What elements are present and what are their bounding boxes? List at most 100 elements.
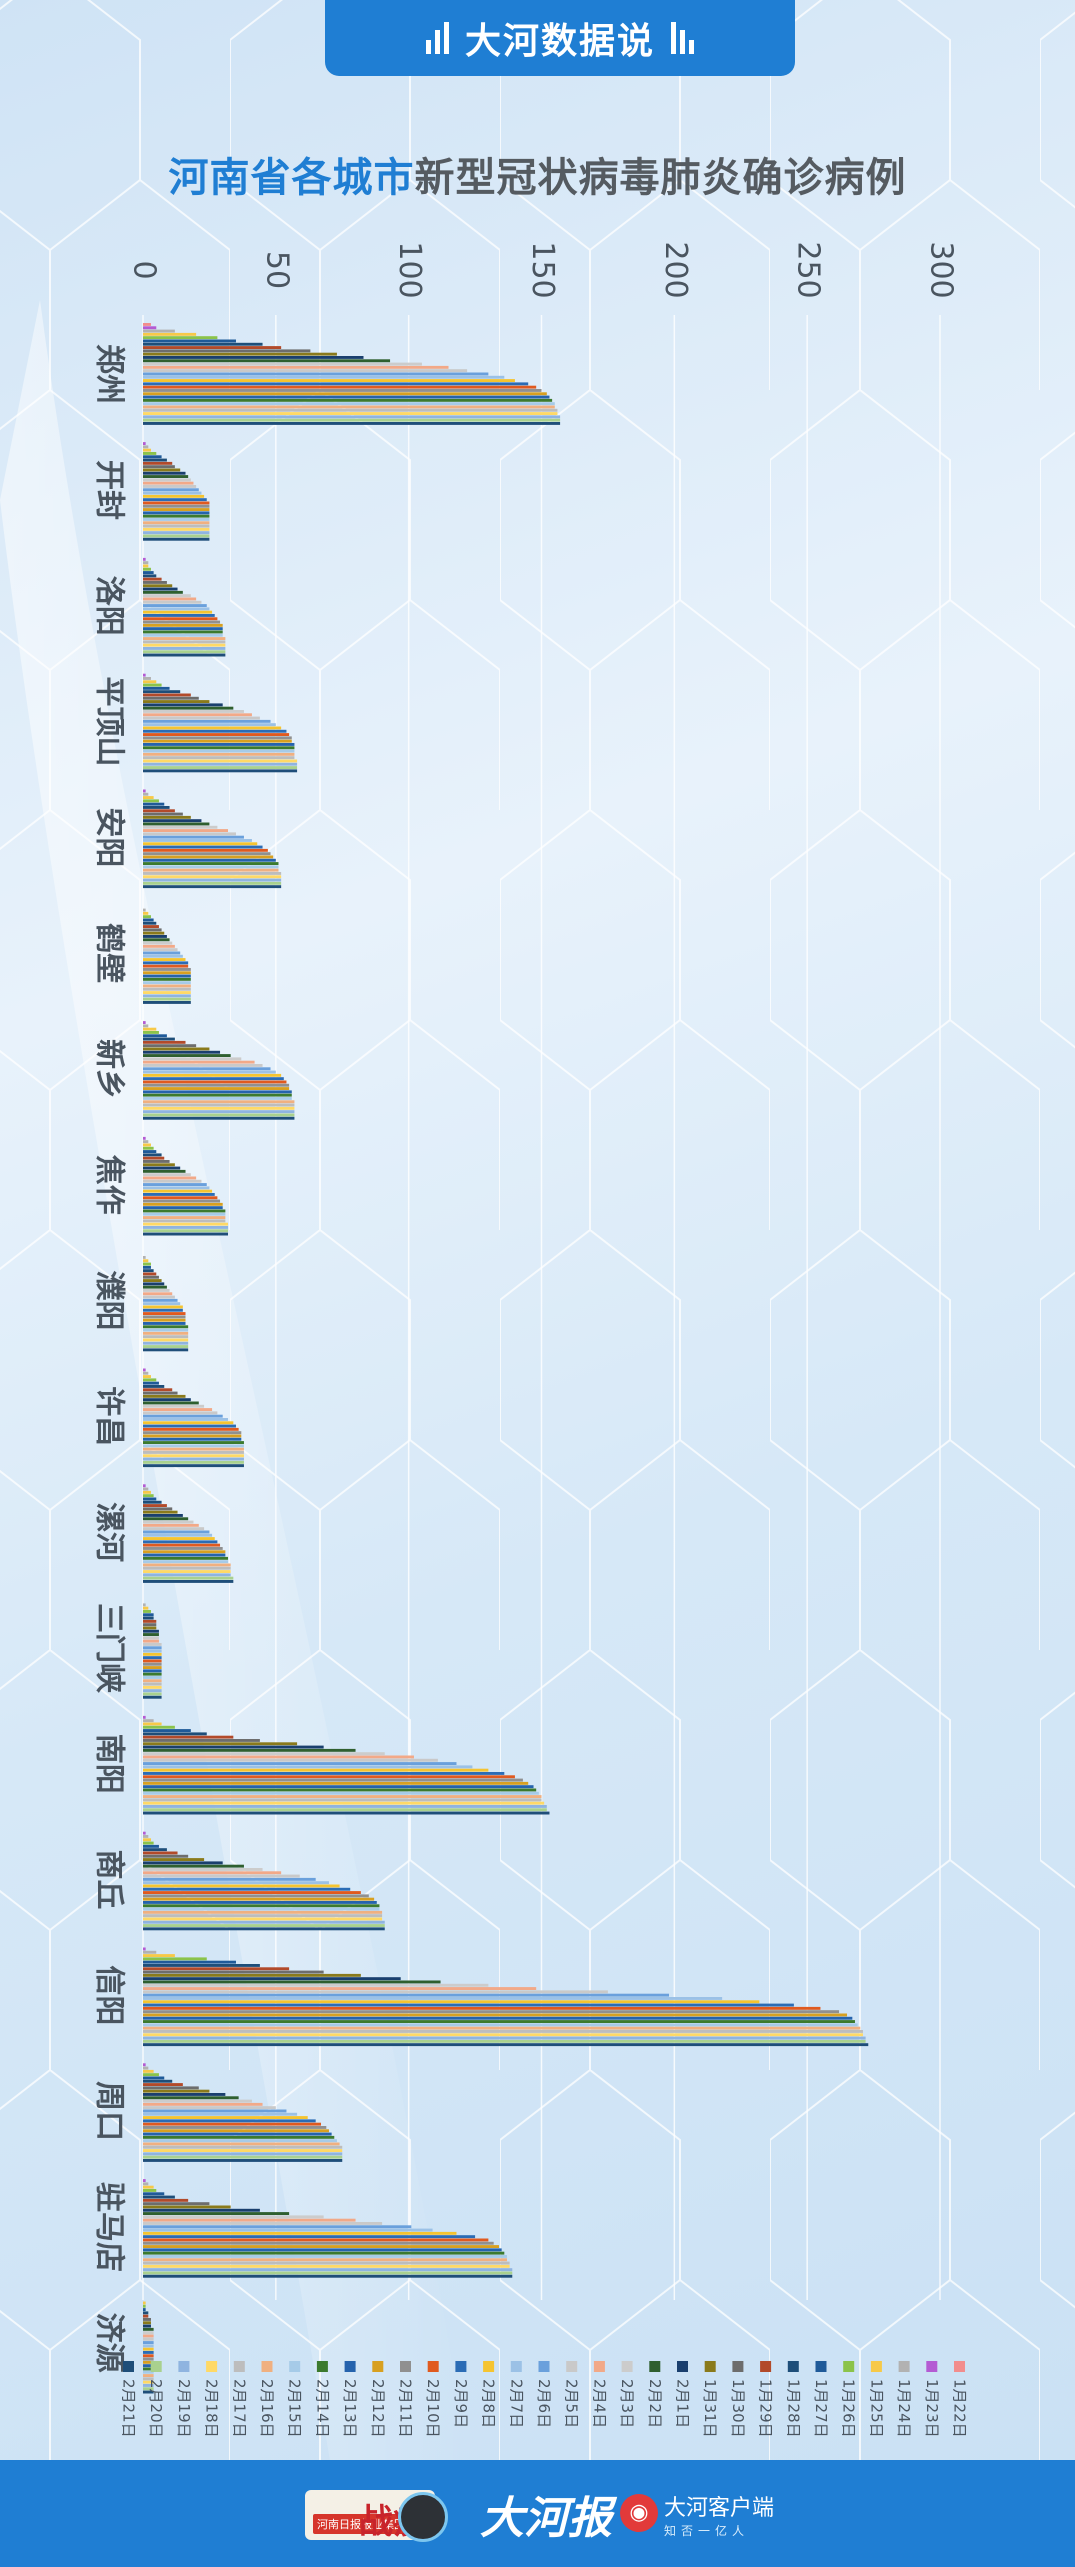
bar: [143, 1533, 213, 1537]
bar: [143, 2334, 154, 2338]
bar: [143, 2271, 513, 2275]
bar: [143, 1427, 239, 1431]
bar: [143, 1421, 234, 1425]
bar: [143, 564, 149, 568]
legend-label: 2月16日: [258, 2379, 276, 2438]
bar: [143, 819, 202, 823]
city-label: 漯河: [92, 1502, 127, 1562]
bar: [143, 825, 218, 829]
bar: [143, 677, 151, 680]
bar: [143, 2228, 433, 2232]
legend-swatch: [732, 2361, 744, 2372]
bar: [143, 842, 258, 846]
bar: [143, 567, 151, 571]
city-label: 许昌: [92, 1386, 127, 1446]
bar: [143, 2384, 154, 2387]
bar: [143, 1831, 146, 1835]
legend-swatch: [649, 2361, 661, 2372]
bar: [143, 1907, 380, 1911]
bar: [143, 1232, 229, 1236]
bar: [143, 352, 337, 356]
bar: [143, 455, 162, 459]
legend-swatch: [566, 2361, 578, 2372]
bar: [143, 2374, 154, 2377]
legend-swatch: [704, 2361, 716, 2372]
bar: [143, 574, 157, 578]
bar: [143, 1279, 162, 1282]
bar: [143, 2251, 505, 2255]
bar: [143, 2159, 343, 2162]
legend-label: 1月23日: [923, 2379, 941, 2438]
bar: [143, 1460, 244, 1464]
bar: [143, 1103, 295, 1107]
bar: [143, 1676, 162, 1679]
city-label: 南阳: [92, 1734, 127, 1794]
bar: [143, 1179, 202, 1183]
legend-swatch: [538, 2361, 550, 2372]
bar: [143, 1160, 170, 1163]
brand-banner: 大河数据说: [325, 0, 795, 76]
bar: [143, 1791, 539, 1795]
case-bar-chart: 0 50 100 150 200 250 300 郑州开封洛阳平顶山安阳鹤壁新乡焦作濮阳许昌漯…: [92, 241, 969, 2438]
legend-label: 2月9日: [452, 2379, 470, 2428]
bar: [143, 1021, 146, 1024]
bar: [143, 465, 175, 469]
bar: [143, 1920, 385, 1924]
bar: [143, 1173, 191, 1177]
axis-tick-label: 200: [658, 241, 693, 298]
bar: [143, 1537, 215, 1540]
bar: [143, 908, 146, 912]
bar: [143, 1973, 361, 1977]
bar: [143, 872, 282, 875]
bar: [143, 2189, 157, 2192]
bar: [143, 422, 561, 425]
bar: [143, 1868, 263, 1871]
bar: [143, 1755, 414, 1759]
bar: [143, 2351, 154, 2354]
bar: [143, 1507, 173, 1511]
legend-label: 1月31日: [701, 2379, 719, 2438]
bar: [143, 452, 157, 455]
bar: [143, 1401, 199, 1405]
bar: [143, 1150, 157, 1153]
bar: [143, 964, 189, 968]
bar: [143, 845, 263, 849]
bar: [143, 514, 210, 518]
bar: [143, 931, 165, 935]
bar: [143, 1566, 231, 1570]
legend-swatch: [178, 2361, 190, 2372]
masked-person-icon: [398, 2492, 448, 2542]
bar: [143, 1484, 146, 1488]
bar: [143, 2039, 866, 2043]
bar: [143, 524, 210, 528]
bar: [143, 610, 213, 614]
bar: [143, 1212, 226, 1216]
bar: [143, 2139, 337, 2143]
legend-label: 2月17日: [230, 2379, 248, 2438]
bar: [143, 402, 555, 406]
bar: [143, 1328, 189, 1332]
bar: [143, 1570, 231, 1573]
city-label: 商丘: [92, 1850, 127, 1910]
bar: [143, 2311, 149, 2315]
bar: [143, 2099, 252, 2103]
bar: [143, 1540, 218, 1544]
bar: [143, 954, 183, 958]
bar: [143, 1497, 157, 1501]
bar: [143, 2000, 760, 2004]
bar: [143, 1494, 154, 1498]
bar: [143, 442, 146, 445]
bar: [143, 1692, 162, 1696]
bar: [143, 739, 292, 743]
bar: [143, 1083, 290, 1087]
bar: [143, 991, 191, 994]
bar: [143, 2218, 356, 2222]
legend-label: 2月8日: [480, 2379, 498, 2428]
bar: [143, 2347, 154, 2351]
bar: [143, 1034, 167, 1038]
bar: [143, 1679, 162, 1683]
bar: [143, 2152, 343, 2156]
bar: [143, 581, 167, 584]
bar: [143, 1487, 149, 1491]
bar: [143, 1970, 324, 1974]
